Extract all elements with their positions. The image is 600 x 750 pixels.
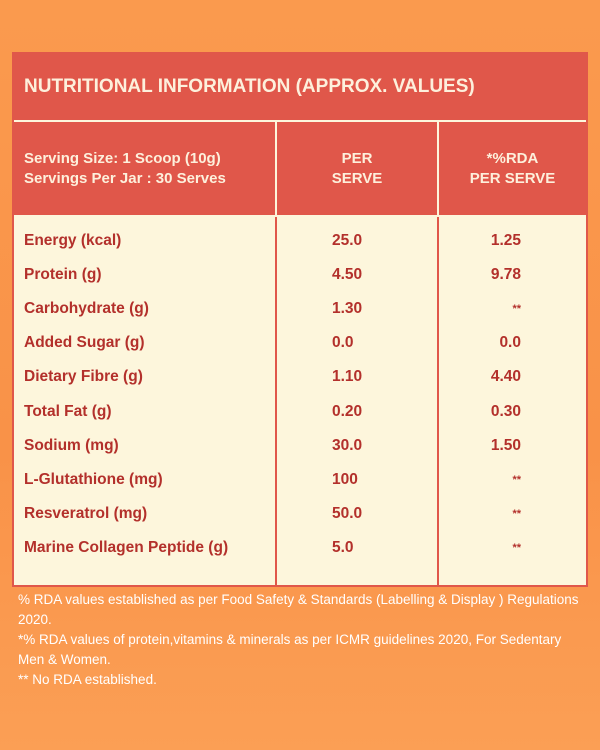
header-line: *%RDA [486, 149, 539, 167]
value-cell: 0.20 [332, 402, 363, 420]
value-cell: ** [512, 303, 521, 316]
column-header: Serving Size: 1 Scoop (10g) Servings Per … [24, 122, 269, 215]
value-cell: 4.40 [490, 368, 521, 386]
nutrient-name: Energy (kcal) [24, 232, 122, 249]
header-line: SERVE [331, 169, 383, 187]
value-cell: 1.10 [332, 368, 363, 386]
value-cell: 100 [332, 470, 358, 488]
header-line: Servings Per Jar : 30 Serves [24, 169, 226, 187]
nutrition-table: NUTRITIONAL INFORMATION (APPROX. VALUES)… [12, 52, 588, 587]
value-cell: 30.0 [332, 436, 363, 454]
header-line: PER SERVE [469, 169, 556, 187]
nutrient-name: Total Fat (g) [24, 402, 112, 420]
value-cell: 0.0 [499, 334, 521, 352]
value-cell: 25.0 [332, 232, 363, 249]
column-header: PER SERVE [277, 122, 437, 215]
value-cell: 5.0 [332, 538, 354, 556]
nutrient-name: Marine Collagen Peptide (g) [24, 538, 229, 556]
nutrient-name: Sodium (mg) [24, 436, 119, 454]
header-row: Serving Size: 1 Scoop (10g) Servings Per … [14, 122, 586, 215]
divider [14, 120, 586, 122]
value-cell: 1.50 [490, 436, 521, 454]
nutrient-name: Dietary Fibre (g) [24, 368, 143, 386]
table-title: NUTRITIONAL INFORMATION (APPROX. VALUES) [14, 54, 586, 120]
value-cell: ** [512, 473, 521, 486]
value-cell: 4.50 [332, 266, 363, 284]
value-cell: 0.0 [332, 334, 354, 352]
divider [275, 217, 277, 585]
divider [437, 217, 439, 585]
value-cell: 9.78 [490, 266, 521, 284]
column-header: *%RDA PER SERVE [439, 122, 586, 215]
nutrient-name: Added Sugar (g) [24, 334, 145, 352]
nutrient-name: Carbohydrate (g) [24, 300, 149, 318]
footnote: *% RDA values of protein,vitamins & mine… [18, 632, 562, 667]
value-cell: 50.0 [332, 504, 363, 522]
value-cell: ** [512, 507, 521, 520]
footnote: % RDA values established as per Food Saf… [18, 592, 579, 627]
nutrient-name: Resveratrol (mg) [24, 504, 148, 522]
value-cell: 1.25 [490, 232, 521, 249]
footnote: ** No RDA established. [18, 672, 157, 687]
value-cell: 1.30 [332, 300, 363, 318]
nutrient-name: Protein (g) [24, 266, 102, 284]
nutrient-name: L-Glutathione (mg) [24, 470, 163, 488]
value-cell: 0.30 [490, 402, 521, 420]
value-cell: ** [512, 541, 521, 554]
footnotes: % RDA values established as per Food Saf… [18, 590, 588, 690]
header-line: Serving Size: 1 Scoop (10g) [24, 149, 221, 167]
header-line: PER [341, 149, 373, 167]
